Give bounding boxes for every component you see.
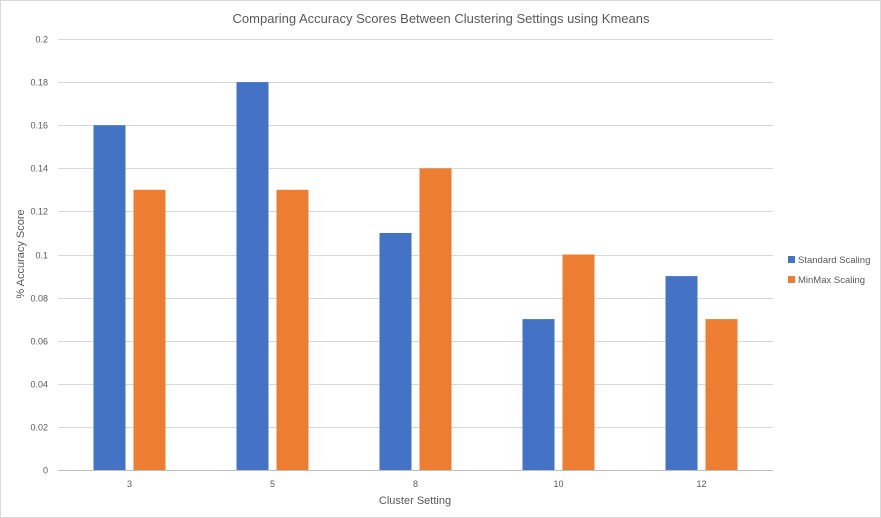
y-tick-label: 0.14 (30, 164, 48, 174)
bar-standard-scaling-10 (522, 319, 555, 470)
bar-minmax-scaling-10 (562, 254, 595, 470)
x-tick-label: 5 (270, 479, 275, 489)
x-tick-label: 8 (413, 479, 418, 489)
y-tick-label: 0.04 (30, 380, 48, 390)
y-axis-ticks: 0 0.02 0.04 0.06 0.08 0.1 0.12 0.14 0.16 0.18 0.2 (30, 35, 48, 476)
legend-label: MinMax Scaling (798, 275, 865, 286)
gridlines (58, 39, 773, 471)
bar-minmax-scaling-3 (133, 189, 166, 471)
bar-minmax-scaling-5 (276, 189, 309, 471)
y-tick-label: 0.08 (30, 294, 48, 304)
bar-minmax-scaling-8 (419, 168, 452, 471)
y-tick-label: 0.06 (30, 337, 48, 347)
bars (93, 82, 738, 471)
x-axis-title: Cluster Setting (379, 495, 451, 507)
y-tick-label: 0.12 (30, 207, 48, 217)
legend-label: Standard Scaling (798, 255, 870, 266)
y-tick-label: 0.1 (35, 251, 48, 261)
x-tick-label: 12 (696, 479, 706, 489)
y-tick-label: 0.2 (35, 35, 48, 45)
y-tick-label: 0.16 (30, 121, 48, 131)
legend-swatch (788, 256, 795, 263)
bar-standard-scaling-12 (665, 276, 698, 470)
y-axis-title: % Accuracy Score (15, 209, 27, 298)
bar-standard-scaling-5 (236, 82, 269, 470)
bar-standard-scaling-3 (93, 125, 126, 470)
legend-swatch (788, 276, 795, 283)
legend: Standard Scaling MinMax Scaling (788, 255, 870, 286)
x-tick-label: 3 (127, 479, 132, 489)
y-tick-label: 0.18 (30, 78, 48, 88)
x-axis-ticks: 3 5 8 10 12 (127, 479, 707, 489)
x-tick-label: 10 (553, 479, 563, 489)
bar-minmax-scaling-12 (705, 319, 738, 470)
y-tick-label: 0.02 (30, 423, 48, 433)
bar-standard-scaling-8 (379, 233, 412, 470)
y-tick-label: 0 (43, 466, 48, 476)
chart-title: Comparing Accuracy Scores Between Cluste… (233, 11, 650, 26)
